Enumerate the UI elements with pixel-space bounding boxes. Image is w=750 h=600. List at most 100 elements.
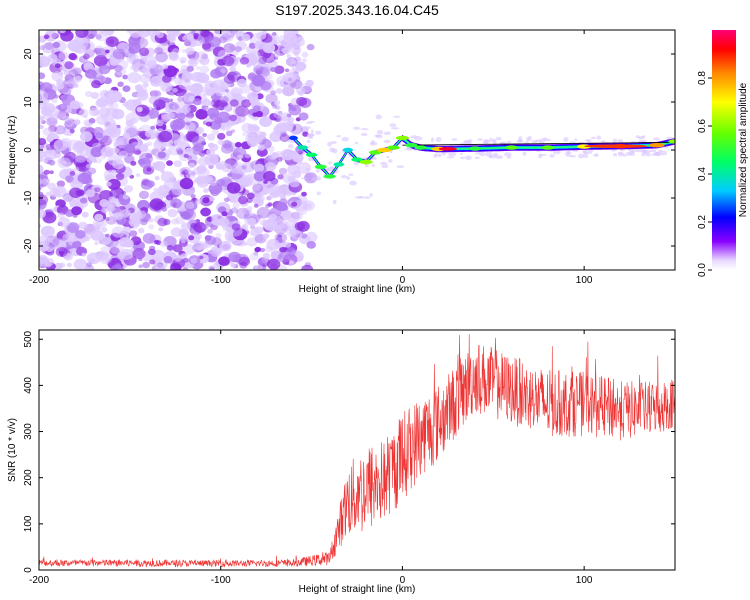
noise-point [241, 99, 252, 108]
noise-point [275, 122, 288, 133]
noise-point [127, 72, 141, 84]
noise-point [229, 66, 236, 72]
noise-point [203, 188, 209, 194]
noise-point [218, 36, 228, 44]
noise-point [227, 71, 238, 81]
noise-point [238, 154, 244, 159]
noise-point [257, 144, 265, 151]
noise-point [170, 198, 182, 209]
noise-point [166, 112, 175, 120]
noise-point [98, 107, 111, 117]
noise-point [135, 173, 141, 178]
noise-point [40, 225, 56, 238]
noise-point [231, 223, 241, 231]
noise-point [172, 87, 178, 93]
noise-point [185, 47, 195, 55]
noise-point [375, 134, 383, 139]
noise-point [46, 136, 54, 142]
signal-point [649, 143, 665, 148]
noise-point [239, 261, 248, 269]
noise-point [230, 129, 236, 134]
noise-point [495, 155, 503, 160]
noise-point [287, 212, 301, 223]
noise-point [274, 65, 285, 74]
noise-point [64, 194, 72, 202]
y-tick-label: 20 [23, 48, 34, 60]
noise-point [207, 229, 213, 234]
noise-point [306, 241, 316, 249]
noise-point [259, 259, 266, 265]
noise-point [305, 126, 311, 129]
noise-point [235, 105, 250, 117]
noise-point [281, 40, 290, 48]
noise-point [190, 258, 198, 264]
spectrogram-noise-points [39, 30, 675, 270]
noise-point [332, 199, 337, 205]
noise-point [236, 154, 242, 159]
noise-point [69, 187, 82, 199]
noise-point [262, 51, 276, 64]
noise-point [196, 165, 207, 174]
noise-point [235, 141, 242, 148]
noise-point [327, 141, 333, 147]
noise-point [270, 250, 279, 258]
noise-point [269, 131, 283, 142]
noise-point [233, 228, 248, 241]
noise-point [51, 98, 58, 104]
noise-point [112, 48, 126, 60]
noise-point [282, 86, 295, 97]
noise-point [396, 165, 405, 169]
noise-point [130, 160, 137, 166]
noise-point [78, 108, 89, 118]
noise-point [54, 63, 61, 69]
noise-point [158, 227, 164, 232]
noise-point [495, 136, 502, 141]
noise-point [522, 151, 527, 156]
colorbar-tick-label: 0.6 [697, 119, 708, 133]
noise-point [106, 204, 116, 212]
noise-point [299, 83, 312, 94]
noise-point [433, 154, 437, 158]
noise-point [659, 150, 668, 156]
noise-point [369, 192, 373, 198]
noise-point [177, 78, 192, 90]
noise-point [285, 125, 293, 132]
noise-point [108, 196, 117, 204]
noise-point [254, 40, 265, 50]
noise-point [92, 158, 97, 163]
noise-point [253, 171, 266, 182]
noise-point [234, 46, 242, 53]
noise-point [286, 247, 296, 256]
noise-point [638, 136, 644, 140]
noise-point [185, 121, 191, 126]
noise-point [221, 140, 232, 149]
noise-point [39, 261, 43, 268]
noise-point [286, 54, 292, 58]
noise-point [66, 262, 72, 268]
noise-point [91, 80, 102, 89]
snr-frame [38, 329, 676, 571]
noise-point [289, 229, 297, 236]
noise-point [97, 251, 109, 261]
noise-point [304, 202, 313, 210]
noise-point [85, 91, 93, 98]
noise-point [232, 202, 240, 209]
snr-y-label: SNR (10 * v/v) [7, 418, 18, 482]
noise-point [122, 74, 129, 80]
noise-point [630, 149, 635, 155]
noise-point [279, 194, 287, 200]
noise-point [105, 181, 112, 187]
noise-point [95, 31, 107, 42]
noise-point [148, 217, 154, 223]
noise-point [446, 156, 455, 159]
noise-point [57, 84, 64, 90]
noise-point [195, 51, 209, 63]
noise-point [214, 30, 223, 35]
noise-point [241, 33, 251, 42]
noise-point [213, 214, 220, 221]
noise-point [220, 30, 232, 35]
noise-point [301, 58, 307, 63]
noise-point [114, 212, 124, 220]
noise-point [219, 241, 232, 252]
noise-point [149, 198, 164, 210]
